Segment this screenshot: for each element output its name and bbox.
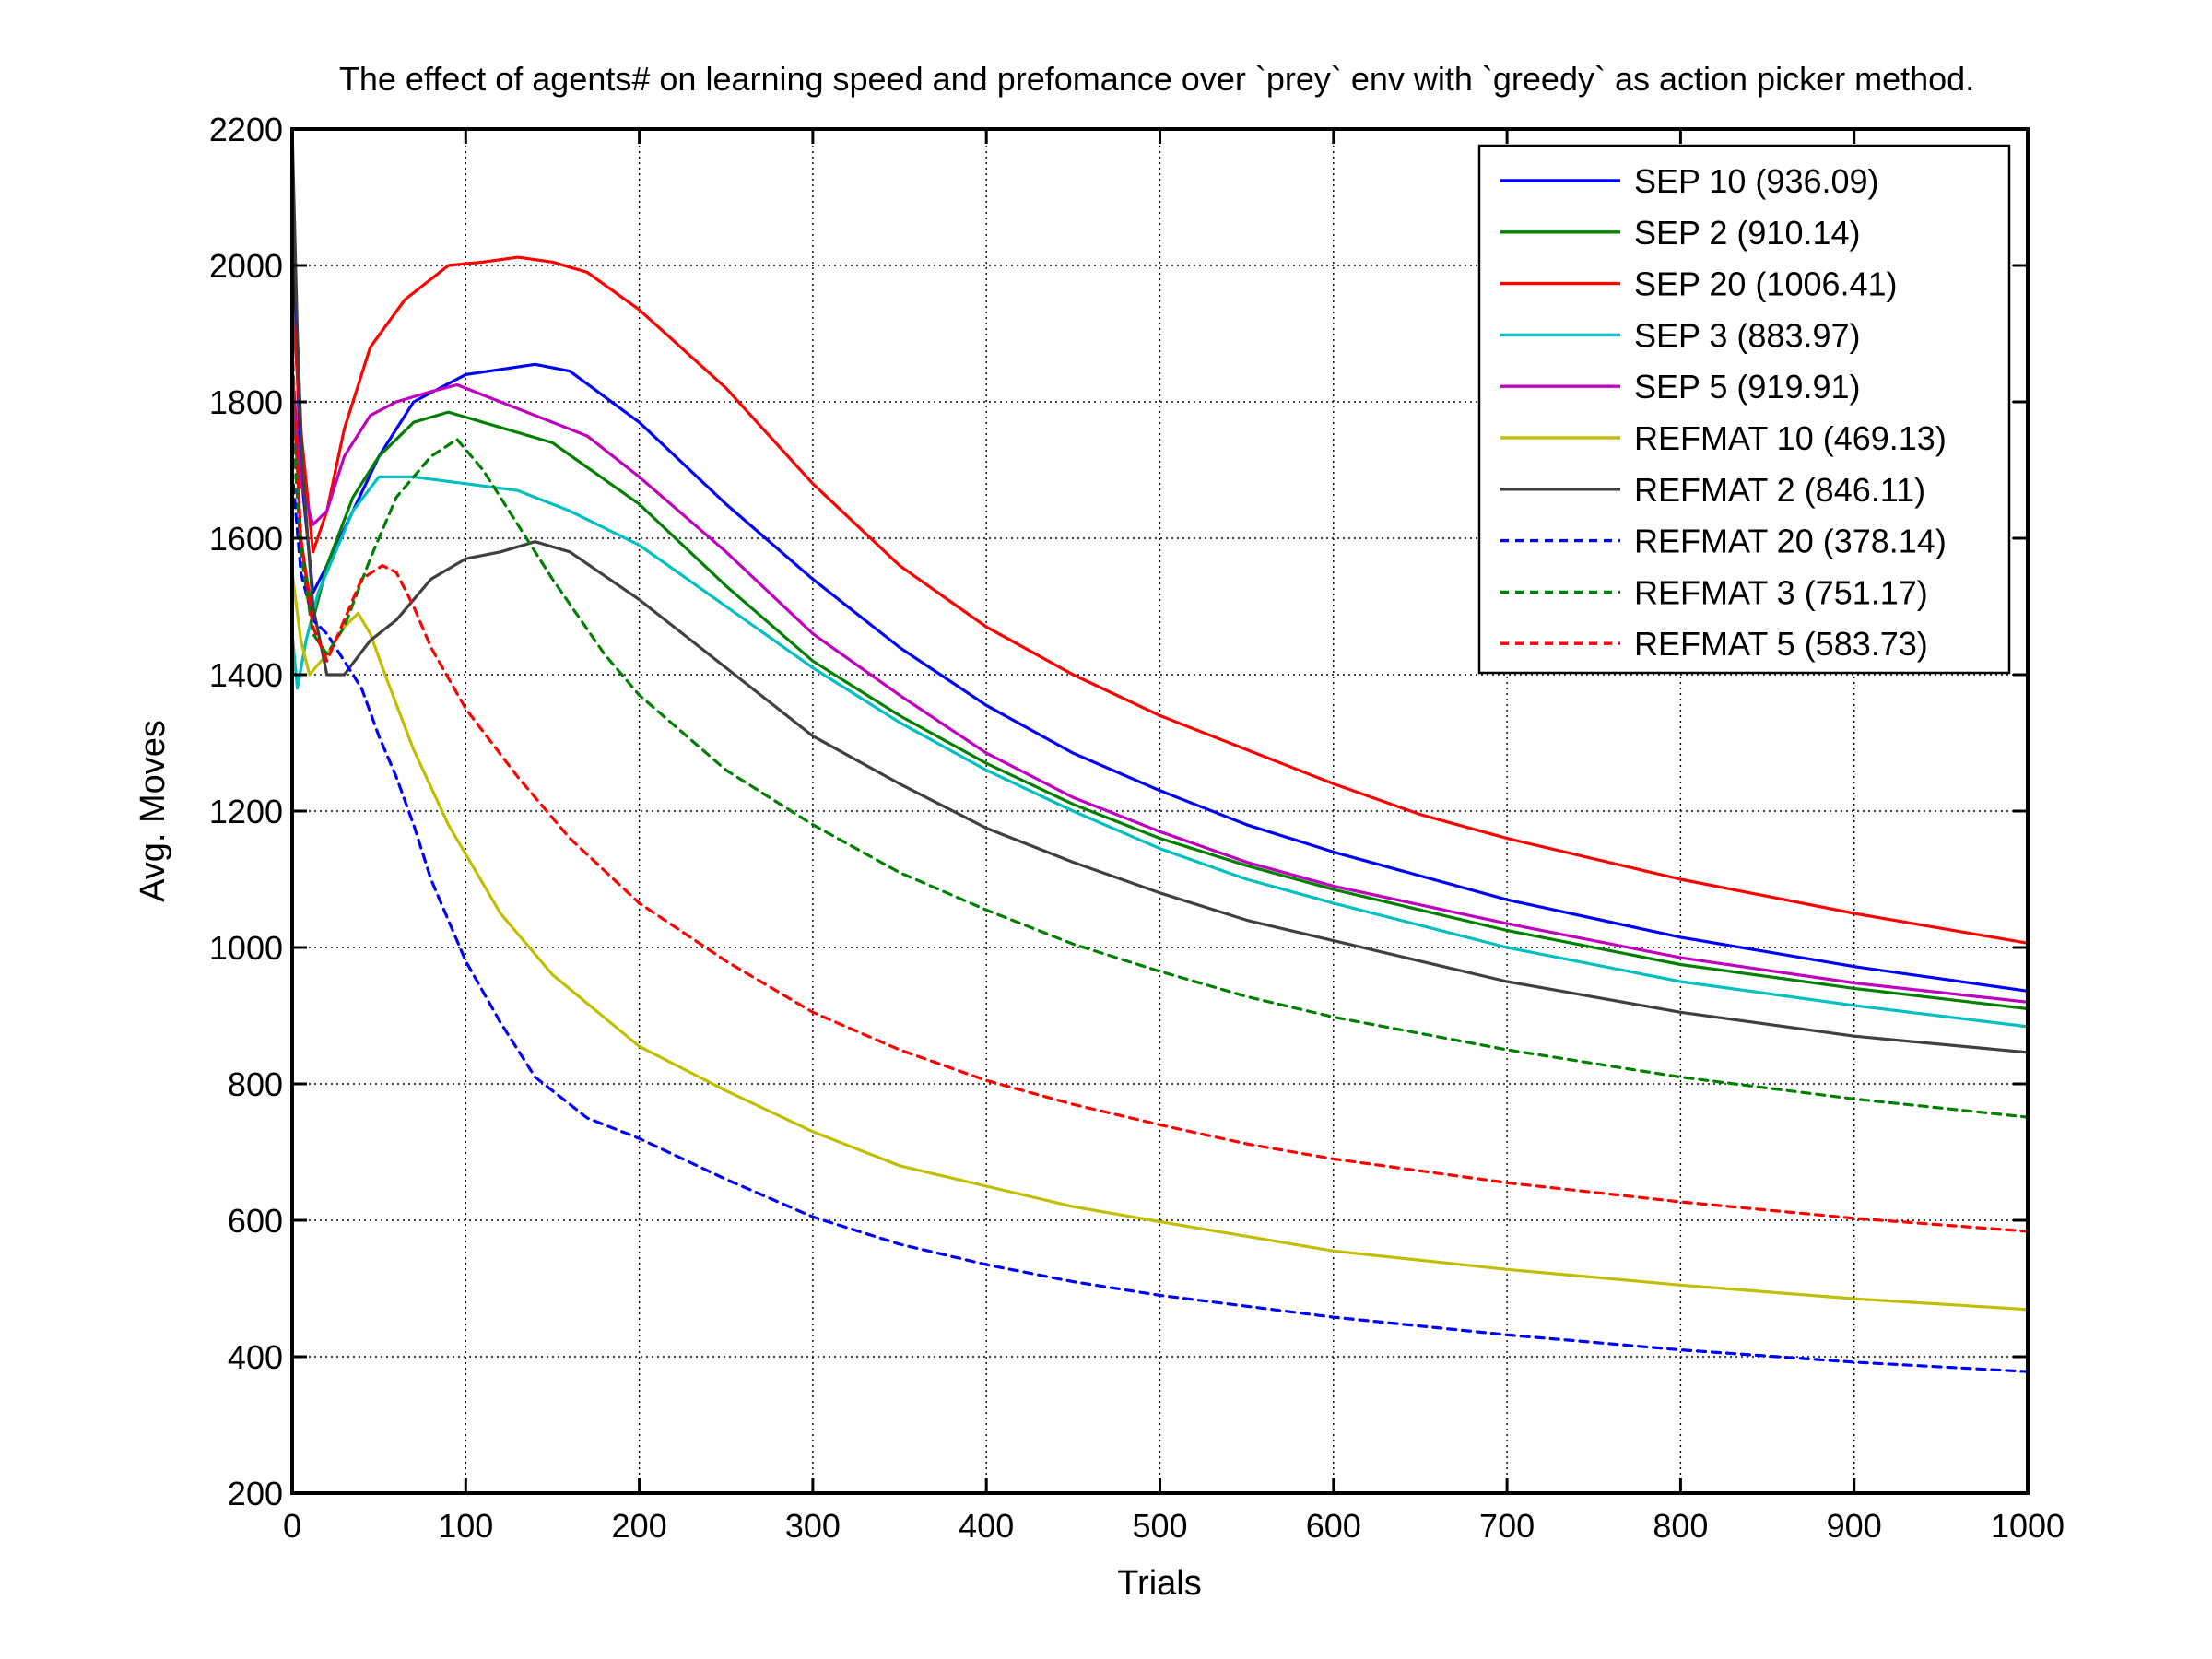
x-tick-label: 500 [1132, 1507, 1187, 1545]
y-axis-tick-labels: 200 400 600 800 1000 1200 1400 1600 1800 2000 2200 [209, 111, 283, 1512]
legend-label: SEP 5 (919.91) [1634, 368, 1861, 406]
y-tick-label: 600 [228, 1202, 283, 1240]
axis-ticks [290, 127, 2030, 1495]
legend-label: REFMAT 3 (751.17) [1634, 573, 1928, 611]
y-tick-label: 1600 [209, 520, 283, 558]
x-tick-label: 0 [283, 1507, 301, 1545]
legend-label: REFMAT 5 (583.73) [1634, 625, 1928, 663]
legend-label: SEP 2 (910.14) [1634, 214, 1861, 252]
x-tick-label: 400 [959, 1507, 1014, 1545]
x-tick-label: 800 [1653, 1507, 1708, 1545]
y-tick-label: 1200 [209, 793, 283, 830]
legend-label: REFMAT 10 (469.13) [1634, 419, 1947, 457]
x-axis-tick-labels: 0 100 200 300 400 500 600 700 800 900 1000 [283, 1507, 2065, 1545]
legend-label: REFMAT 2 (846.11) [1634, 471, 1925, 509]
y-tick-label: 1000 [209, 929, 283, 967]
series-line-7 [290, 127, 2030, 1054]
series-line-8 [290, 468, 2030, 1373]
legend-label: SEP 20 (1006.41) [1634, 265, 1898, 303]
legend-label: SEP 10 (936.09) [1634, 162, 1879, 200]
x-tick-label: 700 [1479, 1507, 1535, 1545]
series-line-2 [290, 366, 2030, 1011]
series-lines [290, 127, 2030, 1373]
x-tick-label: 100 [438, 1507, 493, 1545]
series-line-9 [290, 414, 2030, 1119]
y-tick-label: 2000 [209, 247, 283, 285]
y-tick-label: 1800 [209, 383, 283, 421]
y-tick-label: 800 [228, 1065, 283, 1103]
x-tick-label: 200 [612, 1507, 667, 1545]
series-line-10 [290, 346, 2030, 1233]
y-tick-label: 200 [228, 1475, 283, 1512]
legend: SEP 10 (936.09) SEP 2 (910.14) SEP 20 (100… [1477, 144, 2011, 675]
y-axis-label: Avg. Moves [134, 720, 172, 902]
x-tick-label: 600 [1306, 1507, 1361, 1545]
y-tick-label: 400 [228, 1338, 283, 1376]
chart-title: The effect of agents# on learning speed … [339, 60, 1974, 98]
y-tick-label: 2200 [209, 111, 283, 148]
x-tick-label: 1000 [1991, 1507, 2065, 1545]
x-tick-label: 300 [785, 1507, 841, 1545]
series-line-5 [290, 366, 2030, 1004]
legend-label: SEP 3 (883.97) [1634, 316, 1861, 354]
legend-label: REFMAT 20 (378.14) [1634, 523, 1947, 560]
x-axis-label: Trials [1117, 1564, 1201, 1603]
x-tick-label: 900 [1827, 1507, 1882, 1545]
series-line-3 [290, 255, 2030, 945]
series-line-4 [290, 475, 2030, 1029]
y-tick-label: 1400 [209, 656, 283, 694]
